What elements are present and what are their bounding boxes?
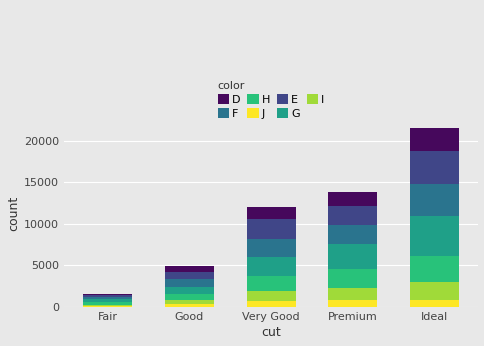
Bar xyxy=(83,302,132,304)
Bar xyxy=(83,306,132,307)
Y-axis label: count: count xyxy=(7,196,20,231)
Bar xyxy=(328,269,377,289)
Bar xyxy=(409,151,458,184)
Legend: D, F, H, J, E, G, I: D, F, H, J, E, G, I xyxy=(215,79,326,121)
Bar xyxy=(83,294,132,295)
Bar xyxy=(83,295,132,297)
Bar xyxy=(328,245,377,269)
Bar xyxy=(328,300,377,307)
Bar xyxy=(409,256,458,282)
Bar xyxy=(165,287,213,294)
Bar xyxy=(165,304,213,307)
Bar xyxy=(165,294,213,300)
Bar xyxy=(165,300,213,304)
Bar xyxy=(165,272,213,280)
X-axis label: cut: cut xyxy=(261,326,280,339)
Bar xyxy=(409,282,458,300)
Bar xyxy=(246,239,295,257)
Bar xyxy=(246,207,295,219)
Bar xyxy=(409,216,458,256)
Bar xyxy=(328,225,377,245)
Bar xyxy=(83,297,132,299)
Bar xyxy=(246,276,295,291)
Bar xyxy=(165,280,213,287)
Bar xyxy=(165,266,213,272)
Bar xyxy=(328,289,377,300)
Bar xyxy=(83,304,132,306)
Bar xyxy=(328,192,377,206)
Bar xyxy=(409,300,458,307)
Bar xyxy=(246,257,295,276)
Bar xyxy=(246,301,295,307)
Bar xyxy=(246,291,295,301)
Bar xyxy=(409,184,458,216)
Bar xyxy=(246,219,295,239)
Bar xyxy=(409,128,458,151)
Bar xyxy=(328,206,377,225)
Bar xyxy=(83,299,132,302)
